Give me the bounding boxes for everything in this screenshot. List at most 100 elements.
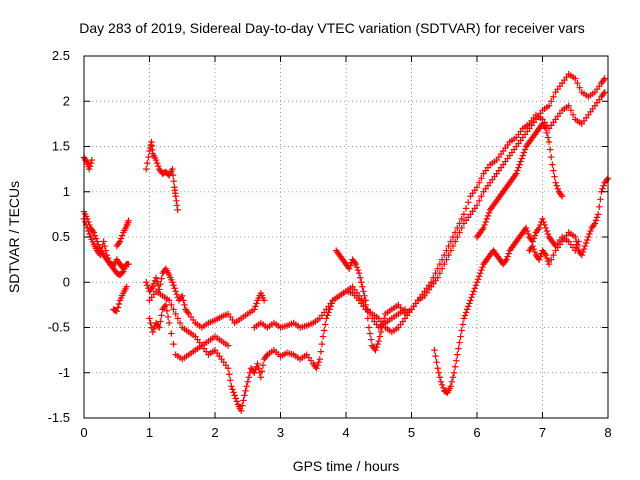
y-tick-label: 1.5 bbox=[52, 139, 70, 154]
data-point bbox=[600, 182, 607, 189]
data-point bbox=[243, 383, 250, 390]
x-tick-label: 2 bbox=[211, 425, 218, 440]
data-point bbox=[363, 306, 370, 313]
data-point bbox=[458, 215, 465, 223]
data-point bbox=[224, 365, 232, 372]
data-point bbox=[600, 76, 607, 84]
data-point bbox=[81, 218, 89, 226]
data-point bbox=[158, 312, 165, 319]
data-point bbox=[431, 346, 438, 354]
data-point bbox=[474, 276, 482, 283]
data-point bbox=[445, 242, 452, 250]
data-point bbox=[545, 260, 553, 268]
data-point bbox=[579, 248, 587, 256]
data-point bbox=[173, 202, 181, 209]
data-point bbox=[163, 307, 171, 315]
scatter-series bbox=[80, 215, 130, 279]
data-point bbox=[543, 254, 551, 262]
data-point bbox=[372, 346, 379, 354]
scatter-series bbox=[431, 215, 582, 396]
data-point bbox=[478, 193, 485, 200]
data-point bbox=[455, 345, 462, 352]
data-point bbox=[473, 184, 481, 191]
data-point bbox=[468, 294, 475, 301]
data-point bbox=[259, 362, 267, 369]
data-point bbox=[459, 321, 467, 328]
y-tick-label: 2.5 bbox=[52, 48, 70, 63]
scatter-series bbox=[143, 138, 181, 214]
data-point bbox=[465, 303, 472, 310]
data-point bbox=[548, 256, 555, 263]
data-point bbox=[582, 239, 590, 247]
data-point bbox=[169, 165, 176, 173]
data-point bbox=[524, 227, 531, 235]
data-point bbox=[173, 291, 180, 298]
data-point bbox=[447, 238, 454, 245]
data-point bbox=[473, 279, 481, 286]
data-point bbox=[258, 368, 266, 375]
data-point bbox=[155, 322, 162, 330]
data-point bbox=[101, 242, 108, 250]
chart-title: Day 283 of 2019, Sidereal Day-to-day VTE… bbox=[79, 20, 585, 36]
data-point bbox=[470, 288, 477, 295]
data-point bbox=[238, 407, 245, 414]
data-point bbox=[552, 179, 559, 186]
data-point bbox=[123, 260, 130, 268]
data-point bbox=[517, 158, 524, 165]
data-point bbox=[115, 300, 123, 308]
data-point bbox=[590, 221, 598, 229]
data-point bbox=[592, 217, 600, 224]
data-point bbox=[232, 395, 239, 402]
data-point bbox=[451, 229, 459, 236]
y-tick-label: 2 bbox=[63, 93, 70, 108]
data-point bbox=[254, 360, 261, 367]
data-point bbox=[441, 251, 448, 259]
data-point bbox=[553, 182, 560, 189]
data-point bbox=[228, 383, 235, 390]
data-point bbox=[580, 245, 588, 253]
data-point bbox=[115, 239, 123, 247]
y-tick-labels: -1.5 -1 -0.5 0 0.5 1 1.5 2 2.5 bbox=[48, 48, 70, 425]
data-point bbox=[102, 247, 110, 254]
data-point bbox=[484, 212, 492, 220]
data-point bbox=[537, 253, 544, 260]
data-point bbox=[572, 75, 579, 82]
data-point bbox=[514, 167, 521, 174]
data-point bbox=[105, 257, 113, 265]
data-point bbox=[591, 220, 599, 227]
data-point bbox=[169, 171, 177, 179]
data-point bbox=[88, 156, 96, 164]
data-point bbox=[144, 282, 151, 289]
data-point bbox=[176, 319, 184, 327]
data-point bbox=[146, 147, 153, 155]
data-point bbox=[541, 250, 548, 257]
data-point bbox=[184, 309, 191, 316]
data-points bbox=[80, 70, 612, 414]
data-point bbox=[225, 371, 233, 378]
data-point bbox=[531, 248, 539, 256]
data-point bbox=[374, 340, 381, 348]
data-point bbox=[366, 330, 374, 337]
data-point bbox=[172, 288, 179, 295]
data-point bbox=[375, 337, 382, 345]
data-point bbox=[542, 125, 549, 132]
data-point bbox=[457, 333, 464, 340]
data-point bbox=[153, 278, 161, 285]
data-point bbox=[541, 221, 548, 229]
data-point bbox=[354, 266, 362, 274]
data-point bbox=[599, 185, 606, 192]
data-point bbox=[355, 270, 363, 277]
data-point bbox=[516, 161, 523, 168]
data-point bbox=[359, 283, 366, 290]
data-point bbox=[161, 303, 168, 310]
data-point bbox=[473, 202, 481, 209]
data-point bbox=[463, 306, 471, 313]
data-point bbox=[460, 315, 468, 322]
data-point bbox=[165, 319, 173, 327]
data-point bbox=[356, 274, 364, 281]
data-point bbox=[170, 177, 177, 185]
data-point bbox=[439, 384, 447, 392]
data-point bbox=[542, 224, 549, 232]
scatter-series bbox=[526, 174, 612, 268]
data-point bbox=[578, 251, 585, 259]
